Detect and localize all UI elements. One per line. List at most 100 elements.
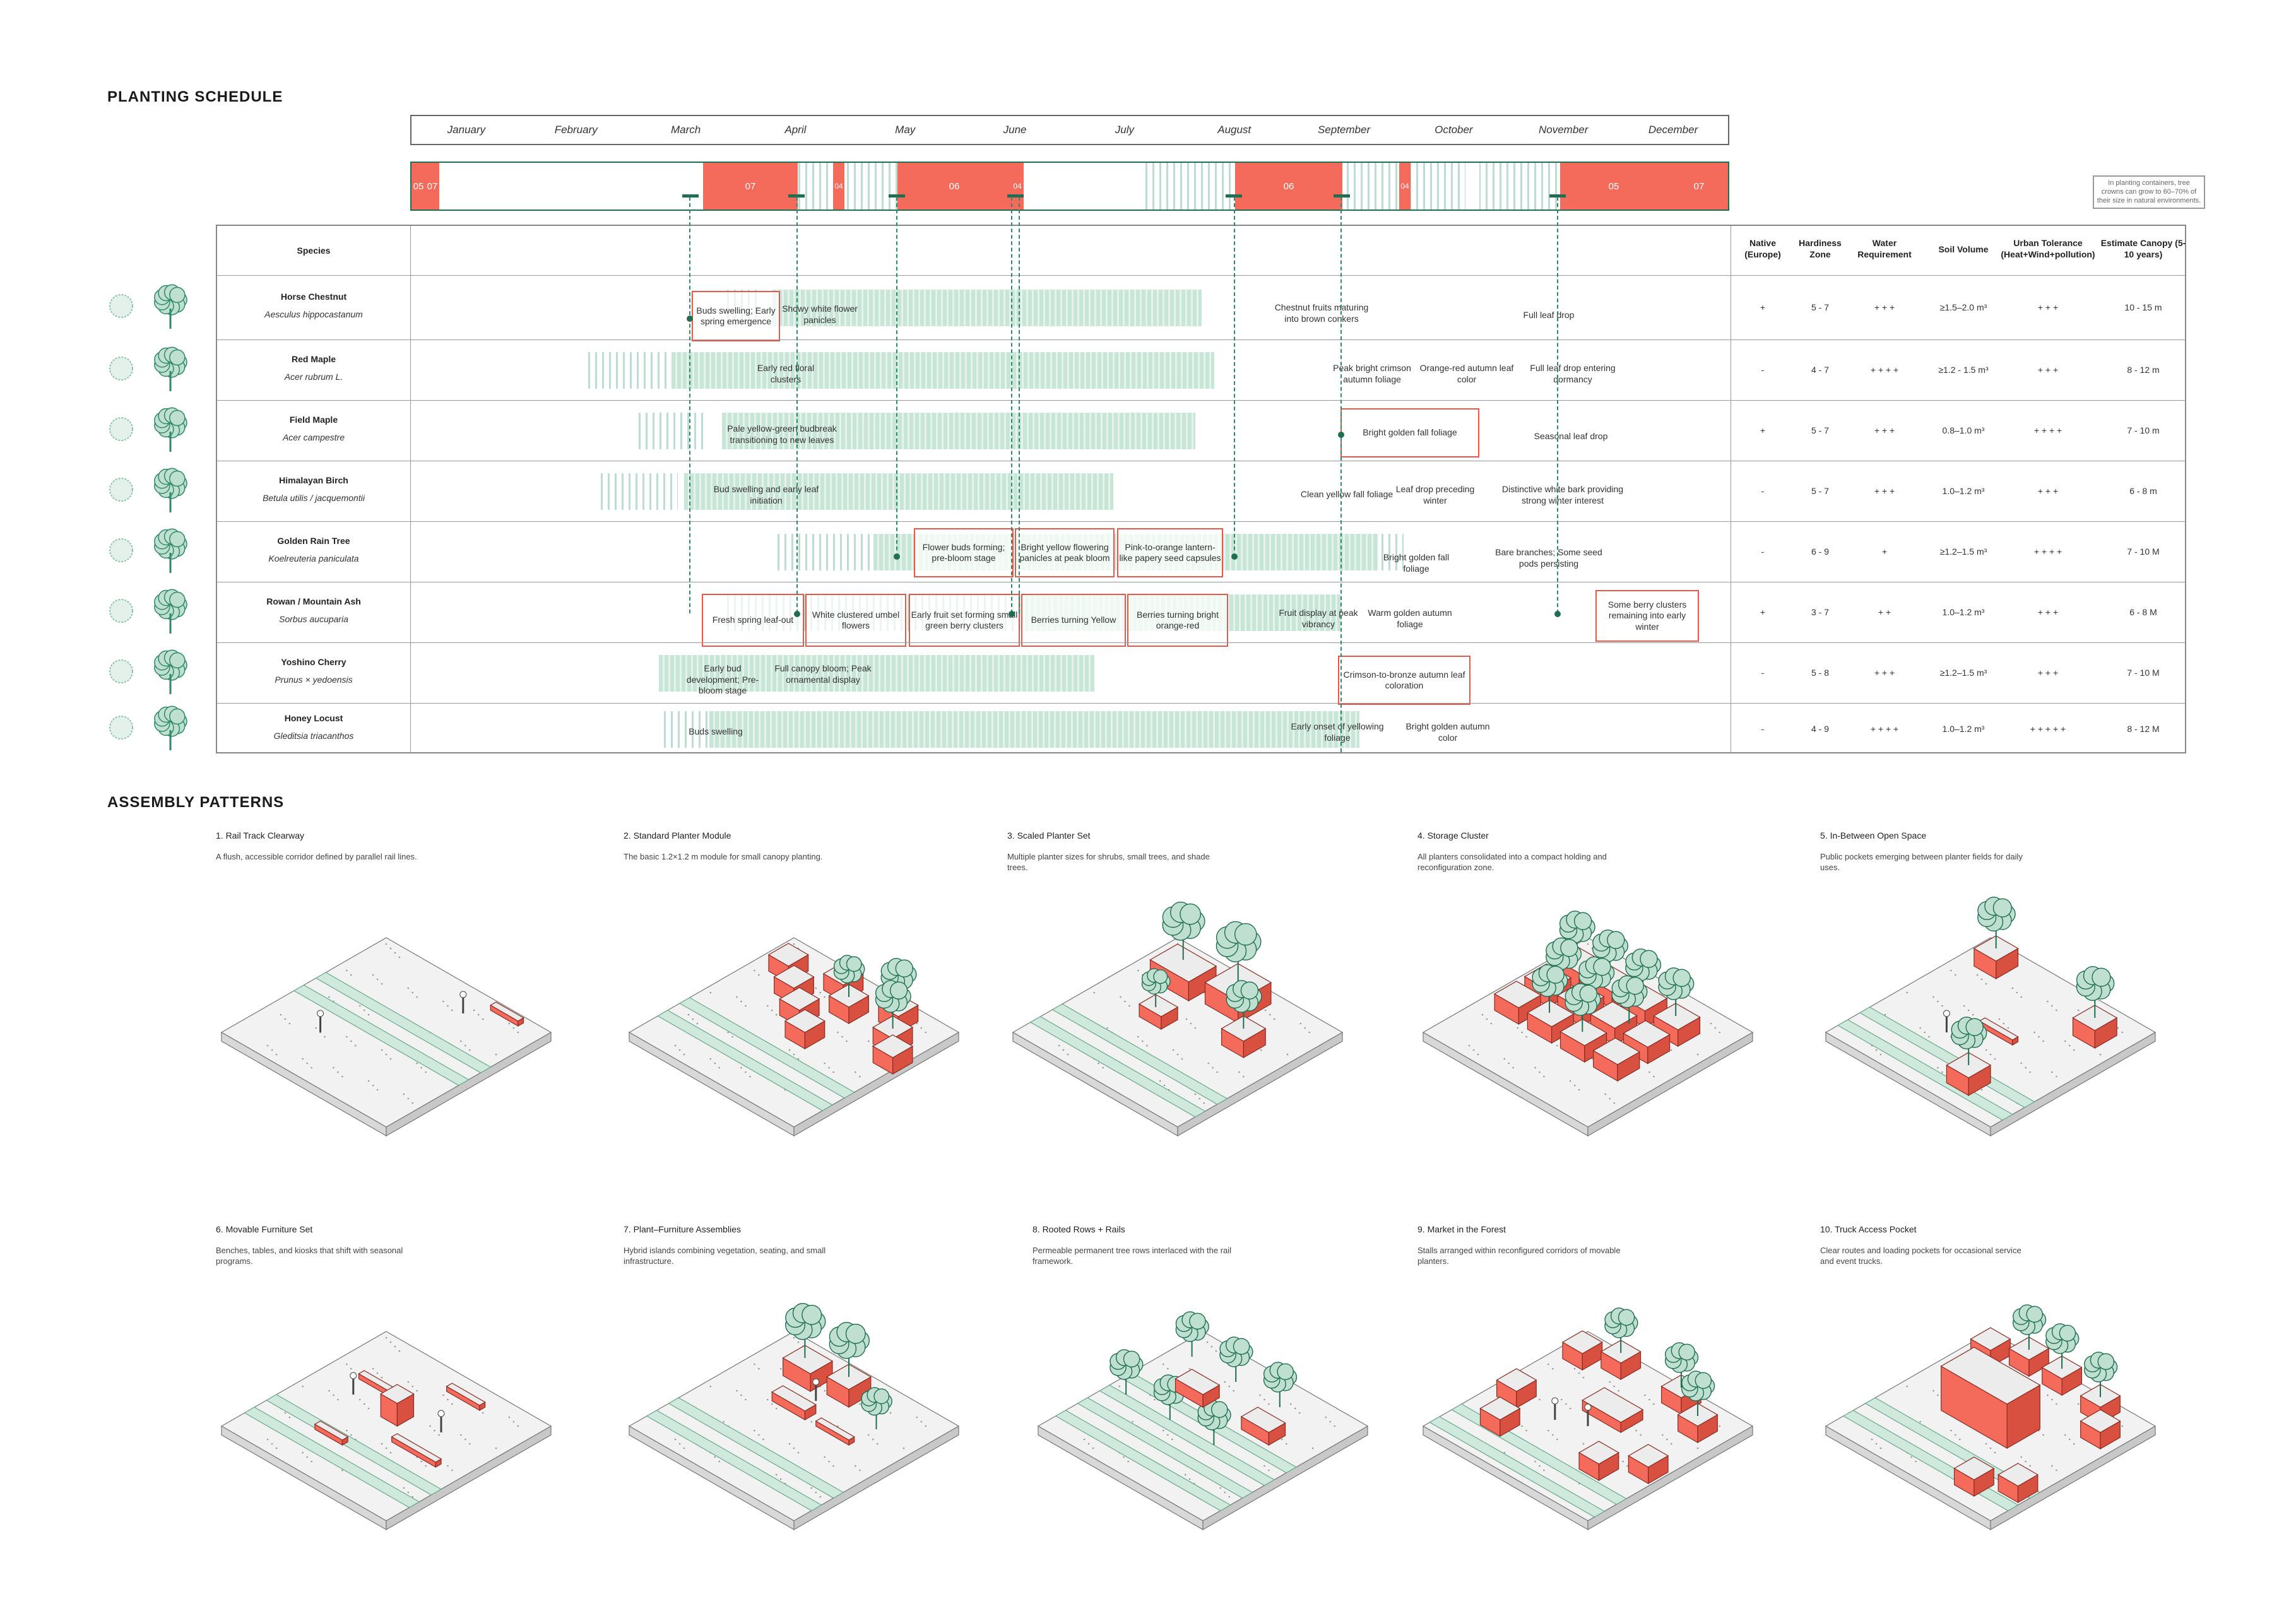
pattern-desc: Hybrid islands combining vegetation, sea… (624, 1246, 826, 1266)
month-marker-dot (794, 611, 800, 617)
month-label: October (1435, 124, 1473, 136)
growth-phase-bar (634, 413, 703, 449)
tree-icon (109, 589, 187, 634)
species-row: Yoshino Cherry Prunus × yedoensis Early bu… (217, 642, 2185, 705)
phenology-note: Bud swelling and early leaf initiation (713, 484, 819, 505)
species-canopy: 6 - 8 m (2129, 486, 2157, 496)
temp-block: 07 (703, 163, 798, 210)
furniture-set-illustration (220, 1331, 552, 1531)
schedule-heading: PLANTING SCHEDULE (107, 88, 283, 105)
month-connector (1234, 197, 1235, 550)
species-soil: ≥1.2–1.5 m³ (1939, 668, 1987, 678)
phenology-note: Warm golden autumn foliage (1368, 608, 1452, 629)
month-label: June (1003, 124, 1027, 136)
species-soil: ≥1.2 - 1.5 m³ (1938, 365, 1989, 375)
species-water: + + + + (1870, 724, 1899, 734)
phenology-note: Early red floral clusters (757, 363, 815, 384)
species-tolerance: + + + + + (2030, 724, 2066, 734)
species-soil: ≥1.5–2.0 m³ (1939, 302, 1987, 312)
temperature-strip: 05 07 07 04 06 04 06 04 05 07 (410, 162, 1729, 211)
species-latin: Acer campestre (282, 432, 345, 442)
header-water: Water Requirement (1857, 238, 1912, 260)
species-tolerance: + + + (2037, 365, 2059, 375)
pattern-title: 3. Scaled Planter Set (1007, 830, 1091, 841)
pattern-9: 9. Market in the Forest Stalls arranged … (1417, 1224, 1771, 1578)
species-latin: Gleditsia triacanthos (273, 731, 354, 741)
species-native: - (1761, 486, 1765, 496)
species-row: Field Maple Acer campestre Pale yellow-gre… (217, 400, 2185, 461)
growth-phase-bar (596, 473, 678, 510)
pattern-desc: Public pockets emerging between planter … (1820, 852, 2023, 872)
species-native: + (1760, 425, 1766, 435)
pattern-title: 8. Rooted Rows + Rails (1033, 1224, 1125, 1234)
species-name: Honey Locust (284, 713, 343, 723)
month-connector (1019, 197, 1020, 613)
month-marker-dot (1009, 611, 1015, 617)
species-hardiness: 5 - 7 (1811, 302, 1829, 312)
month-label: November (1538, 124, 1589, 136)
pattern-desc: The basic 1.2×1.2 m module for small can… (624, 852, 823, 861)
species-water: + + + (1874, 668, 1895, 678)
species-water: + + + (1874, 425, 1895, 435)
pattern-6: 6. Movable Furniture Set Benches, tables… (216, 1224, 569, 1578)
month-connector (689, 197, 690, 613)
species-canopy: 7 - 10 M (2127, 668, 2160, 678)
species-hardiness: 6 - 9 (1811, 546, 1829, 557)
species-soil: ≥1.2–1.5 m³ (1939, 546, 1987, 557)
species-soil: 1.0–1.2 m³ (1942, 607, 1985, 617)
temp-block: 06 (1235, 163, 1342, 210)
header-canopy: Estimate Canopy (5-10 years) (2100, 238, 2186, 260)
species-canopy: 6 - 8 M (2129, 607, 2157, 617)
pattern-3: 3. Scaled Planter Set Multiple planter s… (1007, 830, 1361, 1184)
phenology-note: Flower buds forming; pre-bloom stage (914, 528, 1014, 577)
header-tolerance: Urban Tolerance (Heat+Wind+pollution) (2001, 238, 2095, 260)
pattern-title: 9. Market in the Forest (1417, 1224, 1506, 1234)
phenology-note: Pale yellow-green budbreak transitioning… (727, 423, 837, 445)
tree-icon (109, 649, 187, 694)
phenology-note: Early fruit set forming small green berr… (909, 594, 1020, 647)
phenology-note: Peak bright crimson autumn foliage (1333, 363, 1411, 384)
month-tick (1007, 194, 1024, 198)
tree-icon (109, 705, 187, 750)
species-native: + (1760, 302, 1766, 312)
species-row: Rowan / Mountain Ash Sorbus aucuparia Fres… (217, 582, 2185, 647)
pattern-title: 5. In-Between Open Space (1820, 830, 1927, 841)
phenology-note: Seasonal leaf drop (1534, 431, 1608, 441)
month-label: September (1317, 124, 1371, 136)
species-latin: Prunus × yedoensis (275, 675, 353, 685)
month-label: December (1648, 124, 1698, 136)
species-row: Horse Chestnut Aesculus hippocastanum Buds… (217, 275, 2185, 341)
phenology-note: Showy white flower panicles (782, 304, 858, 325)
pattern-title: 4. Storage Cluster (1417, 830, 1489, 841)
species-soil: 1.0–1.2 m³ (1942, 724, 1985, 734)
phenology-note: Full leaf drop entering dormancy (1530, 363, 1616, 384)
month-connector (1557, 197, 1558, 613)
species-canopy: 7 - 10 m (2127, 425, 2160, 435)
species-hardiness: 3 - 7 (1811, 607, 1829, 617)
header-soil: Soil Volume (1938, 244, 1989, 254)
species-hardiness: 5 - 7 (1811, 425, 1829, 435)
month-marker-dot (1338, 432, 1344, 438)
month-connector (1011, 197, 1012, 613)
phenology-note: Early onset of yellowing foliage (1291, 721, 1384, 743)
species-tolerance: + + + + (2033, 546, 2062, 557)
temp-block: 05 (1560, 163, 1667, 210)
species-native: - (1761, 724, 1765, 734)
planter-module-illustration (628, 937, 960, 1137)
temp-blank (1025, 163, 1145, 210)
temp-block: 06 (897, 163, 1011, 210)
month-tick (1334, 194, 1350, 198)
growth-phase-bar (709, 711, 1359, 748)
temp-blank (441, 163, 703, 210)
species-canopy: 10 - 15 m (2124, 302, 2162, 312)
phenology-note: Crimson-to-bronze autumn leaf coloration (1338, 656, 1471, 705)
temp-block: 04 (1011, 163, 1024, 210)
month-tick (788, 194, 805, 198)
species-native: + (1760, 607, 1766, 617)
phenology-note: Pink-to-orange lantern-like papery seed … (1117, 528, 1223, 577)
pattern-5: 5. In-Between Open Space Public pockets … (1820, 830, 2174, 1184)
tree-icon (109, 528, 187, 573)
tree-icon (109, 468, 187, 512)
month-marker-dot (687, 316, 693, 322)
species-name: Golden Rain Tree (277, 536, 350, 546)
